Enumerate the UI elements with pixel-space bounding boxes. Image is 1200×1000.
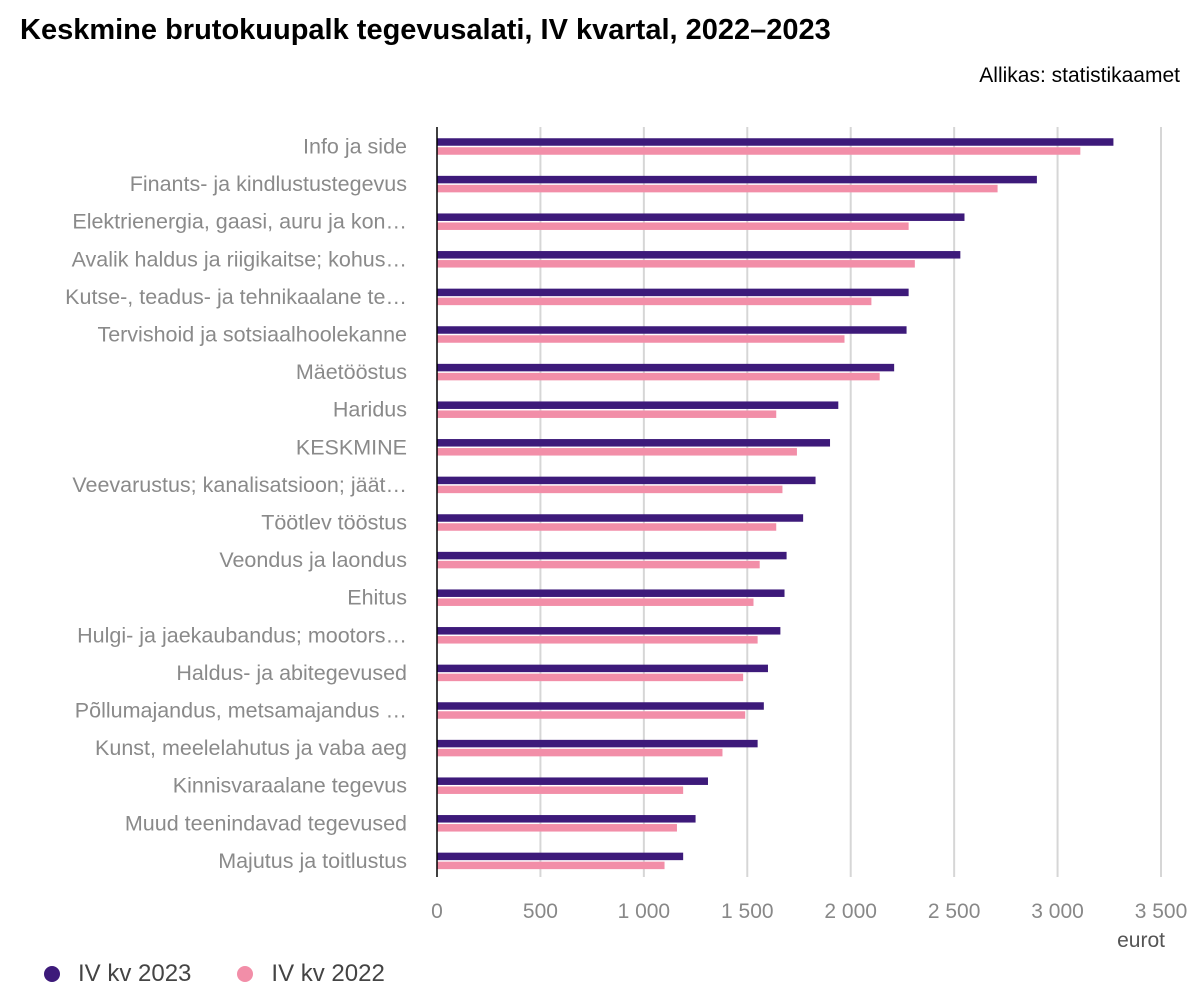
category-label: Majutus ja toitlustus	[218, 849, 407, 873]
bar-iv-kv-2022	[437, 824, 677, 832]
category-label: Põllumajandus, metsamajandus …	[75, 699, 407, 723]
bar-iv-kv-2022	[437, 861, 665, 870]
chart-source: Allikas: statistikaamet	[979, 64, 1180, 87]
category-label: Finants- ja kindlustustegevus	[130, 172, 407, 196]
bar-iv-kv-2023	[437, 363, 895, 372]
bar-iv-kv-2022	[437, 222, 909, 230]
bar-iv-kv-2023	[437, 251, 961, 259]
bar-iv-kv-2023	[437, 175, 1037, 184]
category-label: Töötlev tööstus	[261, 511, 407, 535]
category-label: Kunst, meelelahutus ja vaba aeg	[95, 736, 407, 760]
category-label: Info ja side	[303, 135, 407, 159]
x-tick-label: 2 000	[824, 900, 877, 923]
category-label: Elektrienergia, gaasi, auru ja kon…	[72, 210, 407, 234]
bar-iv-kv-2023	[437, 476, 816, 485]
bar-iv-kv-2023	[437, 589, 785, 597]
category-label: Veondus ja laondus	[219, 548, 407, 572]
legend-label-2022: IV kv 2022	[271, 960, 385, 987]
category-label: Muud teenindavad tegevused	[125, 811, 407, 835]
bar-iv-kv-2023	[437, 852, 684, 861]
category-label: Haldus- ja abitegevused	[176, 661, 407, 685]
bar-iv-kv-2023	[437, 213, 965, 221]
bar-iv-kv-2023	[437, 551, 787, 560]
category-label: Ehitus	[347, 586, 407, 610]
bar-iv-kv-2022	[437, 448, 797, 456]
bar-iv-kv-2023	[437, 326, 907, 334]
x-tick-label: 3 500	[1135, 900, 1188, 923]
bar-iv-kv-2022	[437, 410, 777, 418]
category-label: Hulgi- ja jaekaubandus; mootors…	[77, 623, 407, 647]
bar-iv-kv-2023	[437, 777, 708, 785]
x-tick-label: 500	[523, 900, 558, 923]
bar-iv-kv-2023	[437, 815, 696, 823]
bar-iv-kv-2023	[437, 739, 758, 748]
bar-iv-kv-2022	[437, 673, 744, 682]
legend-swatch-2022	[237, 966, 254, 982]
bar-iv-kv-2022	[437, 560, 760, 569]
category-label: Mäetööstus	[296, 360, 407, 384]
bar-iv-kv-2023	[437, 138, 1114, 146]
x-tick-label: 2 500	[928, 900, 981, 923]
category-label: KESKMINE	[296, 435, 407, 459]
category-label: Tervishoid ja sotsiaalhoolekanne	[97, 323, 407, 347]
x-tick-label: 1 500	[721, 900, 774, 923]
bar-iv-kv-2023	[437, 401, 839, 409]
category-label: Haridus	[333, 398, 407, 422]
legend-item-2022: IV kv 2022	[237, 960, 385, 988]
bar-iv-kv-2023	[437, 439, 831, 447]
bar-iv-kv-2023	[437, 627, 781, 635]
bar-iv-kv-2022	[437, 523, 777, 531]
bar-iv-kv-2022	[437, 297, 872, 306]
bar-iv-kv-2022	[437, 786, 684, 794]
category-label: Kinnisvaraalane tegevus	[173, 774, 407, 798]
bar-iv-kv-2022	[437, 147, 1081, 155]
bar-iv-kv-2023	[437, 288, 909, 297]
legend-swatch-2023	[44, 966, 60, 982]
bar-iv-kv-2022	[437, 748, 723, 757]
category-label: Avalik haldus ja riigikaitse; kohus…	[72, 247, 407, 271]
bar-iv-kv-2022	[437, 485, 783, 494]
x-tick-label: 0	[431, 900, 443, 923]
bar-iv-kv-2022	[437, 711, 746, 719]
chart-title: Keskmine brutokuupalk tegevusalati, IV k…	[20, 14, 831, 46]
legend-item-2023: IV kv 2023	[44, 960, 191, 988]
x-axis-title: eurot	[1117, 929, 1165, 952]
bar-iv-kv-2023	[437, 702, 764, 710]
bar-iv-kv-2022	[437, 260, 915, 268]
x-tick-label: 1 000	[618, 900, 671, 923]
category-label: Veevarustus; kanalisatsioon; jäät…	[72, 473, 407, 497]
legend-label-2023: IV kv 2023	[78, 960, 192, 987]
category-label: Kutse-, teadus- ja tehnikaalane te…	[65, 285, 407, 309]
bar-iv-kv-2023	[437, 664, 768, 673]
bar-iv-kv-2022	[437, 372, 880, 381]
bar-iv-kv-2023	[437, 514, 804, 522]
bar-iv-kv-2022	[437, 335, 845, 343]
x-tick-label: 3 000	[1031, 900, 1084, 923]
bar-iv-kv-2022	[437, 598, 754, 606]
bar-iv-kv-2022	[437, 636, 758, 644]
bar-iv-kv-2022	[437, 184, 998, 193]
legend: IV kv 2023 IV kv 2022	[44, 960, 431, 988]
